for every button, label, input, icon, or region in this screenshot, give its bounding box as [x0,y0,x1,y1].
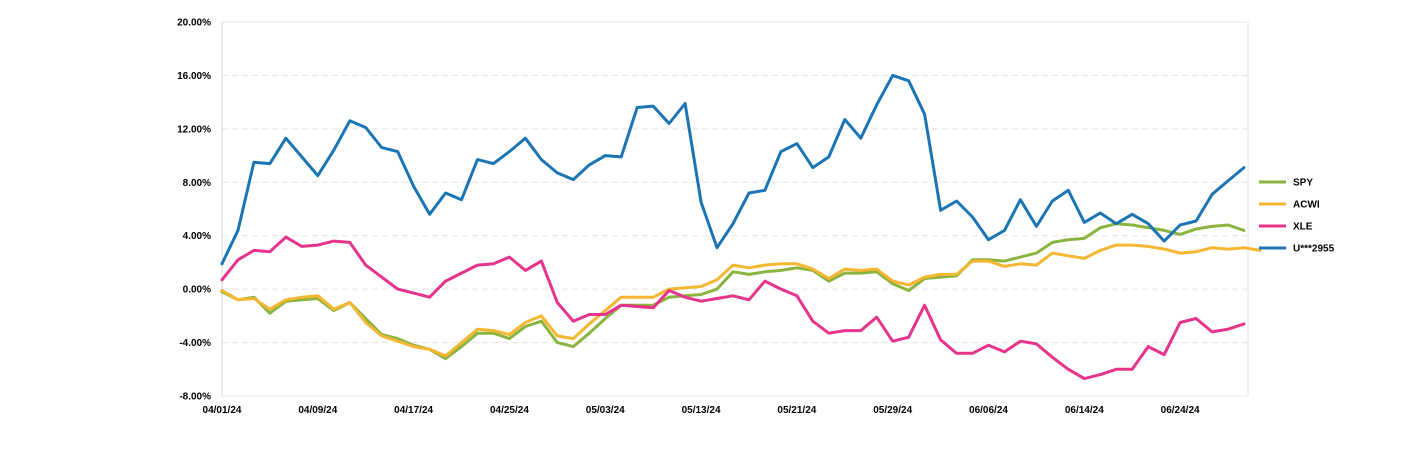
series-line-spy [220,222,1246,361]
x-tick-label: 04/09/24 [298,405,337,416]
legend-label: ACWI [1293,200,1320,211]
y-tick-label: 8.00% [183,178,211,189]
series-line-xle [220,235,1246,381]
legend: SPY ACWI XLE U***2955 [1259,178,1335,255]
x-tick-label: 06/14/24 [1065,405,1104,416]
x-tick-label: 04/17/24 [394,405,433,416]
plot-area [221,21,1249,397]
y-axis-ticks: -8.00% -4.00% 0.00% 4.00% 8.00% 12.00% 16.00% 2… [177,18,211,403]
x-tick-label: 06/06/24 [969,405,1008,416]
x-axis-ticks: 04/01/24 04/09/24 04/17/24 04/25/24 05/03/24… [203,405,1200,416]
series-lines [220,73,1262,381]
x-tick-label: 06/24/24 [1161,405,1200,416]
y-tick-label: 12.00% [177,124,211,135]
x-tick-label: 04/01/24 [203,405,242,416]
y-tick-label: 20.00% [177,18,211,29]
legend-label: XLE [1293,222,1313,233]
legend-label: SPY [1293,178,1313,189]
y-tick-label: 4.00% [183,231,211,242]
y-tick-label: -8.00% [179,392,211,403]
x-tick-label: 05/29/24 [873,405,912,416]
legend-label: U***2955 [1293,244,1335,255]
y-tick-label: 0.00% [183,285,211,296]
gridlines [222,74,1248,344]
y-tick-label: 16.00% [177,71,211,82]
y-tick-label: -4.00% [179,338,211,349]
x-tick-label: 04/25/24 [490,405,529,416]
series-line-u2955 [220,73,1246,266]
x-tick-label: 05/03/24 [586,405,625,416]
series-line-acwi [220,243,1262,358]
x-tick-label: 05/21/24 [777,405,816,416]
x-tick-label: 05/13/24 [682,405,721,416]
